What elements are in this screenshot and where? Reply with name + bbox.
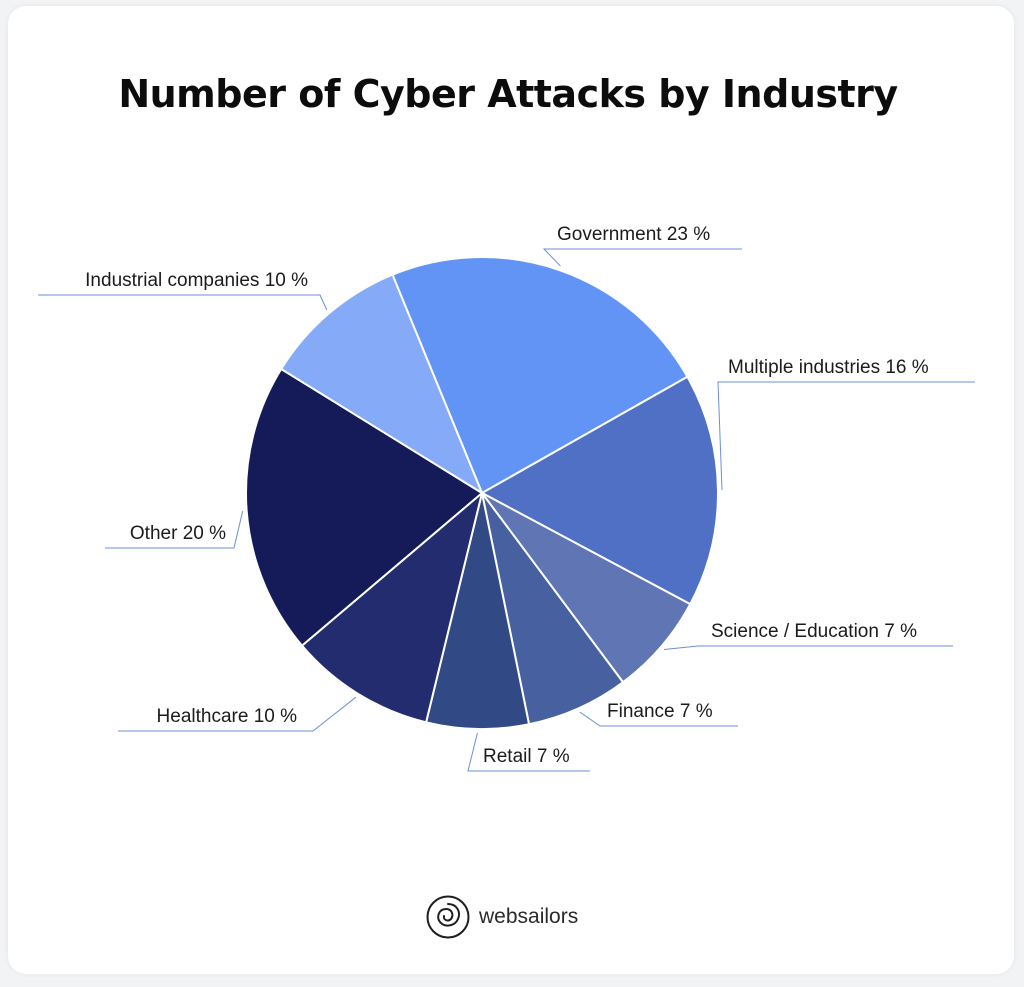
pie-slice-finance	[481, 492, 625, 726]
leader-line	[717, 381, 975, 491]
slice-label: Other 20 %	[130, 523, 226, 544]
pie-slice-other	[245, 367, 483, 647]
slice-label: Finance 7 %	[607, 701, 713, 722]
pie-slice-science-education	[481, 492, 692, 684]
leader-line	[542, 248, 742, 267]
slice-label: Multiple industries 16 %	[728, 357, 929, 378]
pie-slice-multiple-industries	[481, 375, 719, 606]
brand-footer: websailors	[425, 893, 578, 941]
slice-label: Healthcare 10 %	[157, 706, 298, 727]
leader-line	[38, 294, 328, 311]
pie-slice-healthcare	[301, 492, 483, 724]
pie-slice-retail	[425, 492, 531, 730]
websailors-logo-icon	[426, 895, 470, 939]
slice-label: Government 23 %	[557, 224, 710, 245]
chart-title: Number of Cyber Attacks by Industry	[118, 72, 898, 116]
slice-label: Science / Education 7 %	[711, 621, 917, 642]
slice-label: Retail 7 %	[483, 746, 570, 767]
pie-slice-industrial-companies	[280, 273, 483, 494]
pie-slice-government	[391, 256, 689, 494]
slice-label: Industrial companies 10 %	[85, 270, 308, 291]
brand-name: websailors	[479, 905, 579, 928]
leader-line	[663, 645, 953, 650]
